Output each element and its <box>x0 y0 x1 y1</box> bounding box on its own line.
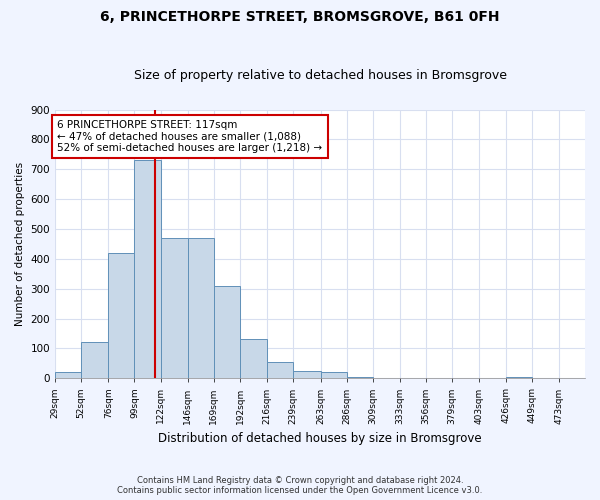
Bar <box>188 238 214 378</box>
Bar <box>506 377 532 378</box>
Bar <box>267 362 293 378</box>
Text: 6, PRINCETHORPE STREET, BROMSGROVE, B61 0FH: 6, PRINCETHORPE STREET, BROMSGROVE, B61 … <box>100 10 500 24</box>
Bar <box>240 340 267 378</box>
Text: 6 PRINCETHORPE STREET: 117sqm
← 47% of detached houses are smaller (1,088)
52% o: 6 PRINCETHORPE STREET: 117sqm ← 47% of d… <box>58 120 322 153</box>
Bar <box>293 371 320 378</box>
Y-axis label: Number of detached properties: Number of detached properties <box>15 162 25 326</box>
Bar <box>109 253 134 378</box>
Bar <box>214 286 240 378</box>
Bar <box>347 377 373 378</box>
Text: Contains HM Land Registry data © Crown copyright and database right 2024.
Contai: Contains HM Land Registry data © Crown c… <box>118 476 482 495</box>
Bar <box>161 238 188 378</box>
Bar <box>81 342 109 378</box>
X-axis label: Distribution of detached houses by size in Bromsgrove: Distribution of detached houses by size … <box>158 432 482 445</box>
Bar <box>55 372 81 378</box>
Title: Size of property relative to detached houses in Bromsgrove: Size of property relative to detached ho… <box>134 69 506 82</box>
Bar <box>320 372 347 378</box>
Bar <box>134 160 161 378</box>
